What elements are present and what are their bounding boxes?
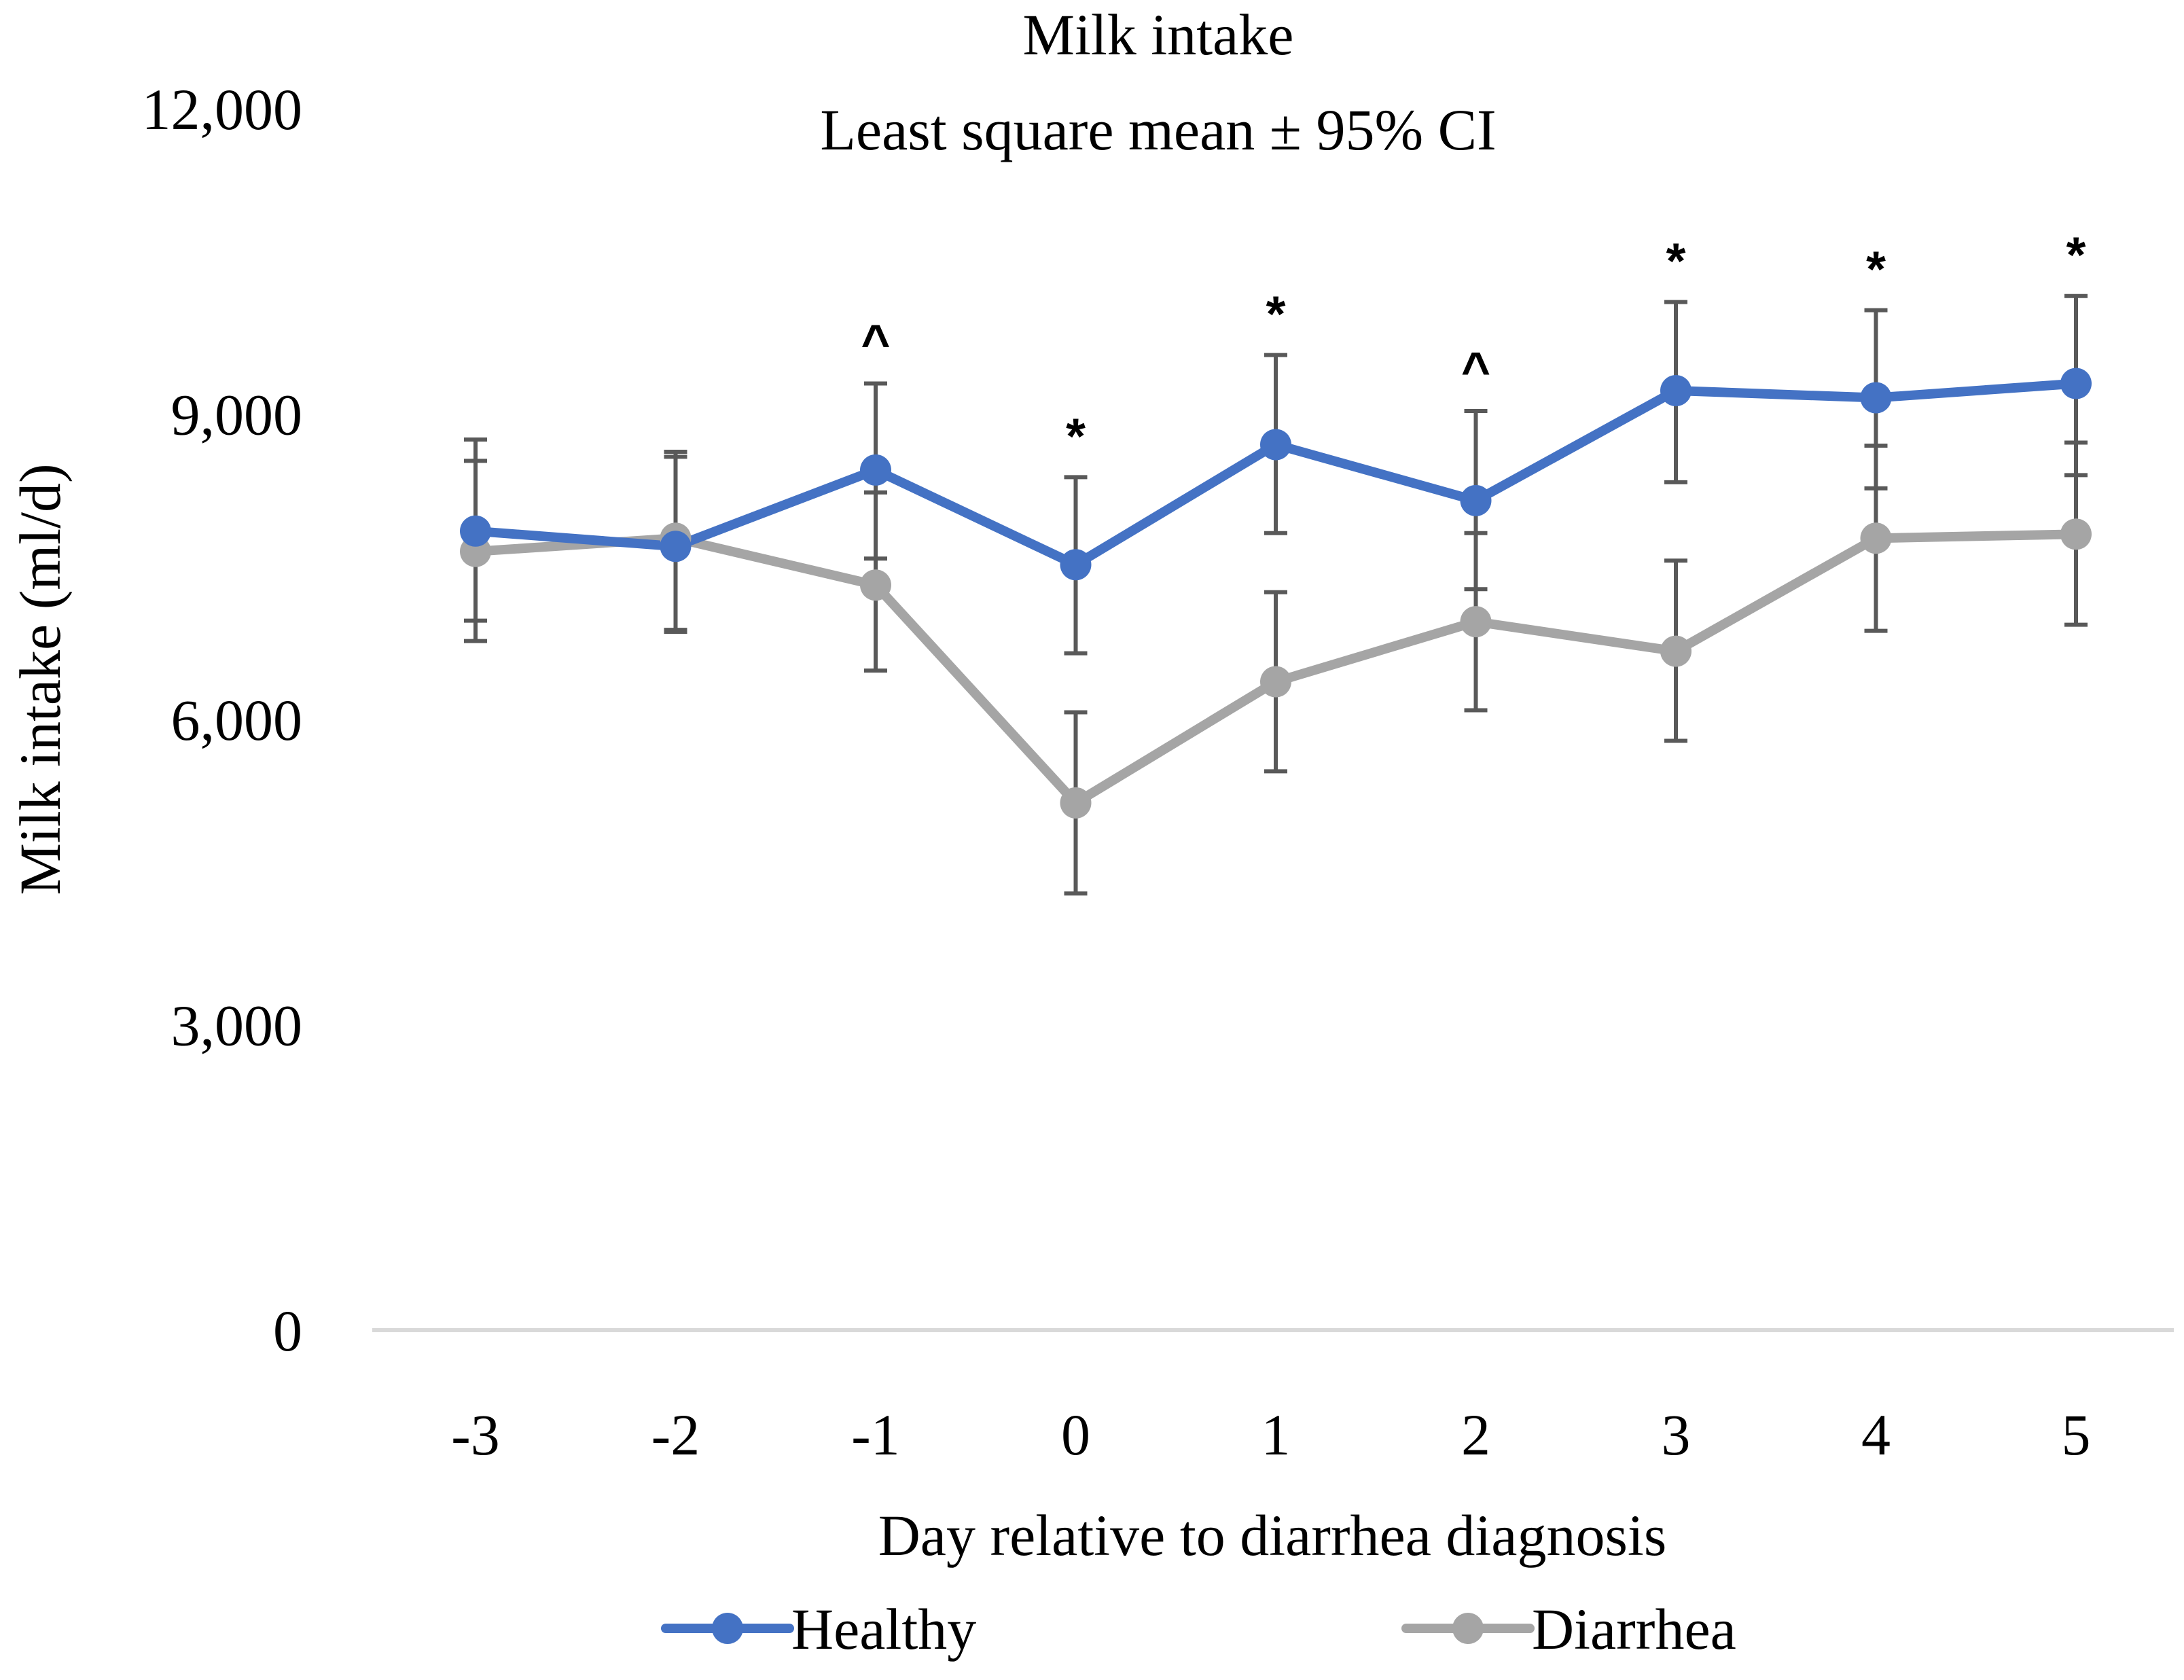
x-tick-label: 1 <box>1261 1402 1291 1467</box>
x-tick-label: -1 <box>851 1402 900 1467</box>
legend-label-diarrhea: Diarrhea <box>1532 1596 1736 1662</box>
x-tick-label: -2 <box>651 1402 700 1467</box>
y-tick-label: 3,000 <box>171 993 303 1058</box>
significance-marker: ^ <box>1461 342 1490 398</box>
series-markers <box>460 368 2092 819</box>
legend-label-healthy: Healthy <box>791 1596 976 1662</box>
data-point-healthy <box>1660 375 1691 407</box>
data-point-healthy <box>460 515 491 547</box>
data-point-diarrhea <box>860 569 891 601</box>
data-point-diarrhea <box>1260 666 1291 698</box>
significance-annotations: ^ * * ^ * * * <box>861 227 2085 465</box>
chart-title: Milk intake <box>1023 2 1294 67</box>
data-point-diarrhea <box>1060 787 1092 819</box>
data-point-diarrhea <box>1660 635 1691 667</box>
y-tick-labels: 0 3,000 6,000 9,000 12,000 <box>142 77 303 1363</box>
data-point-healthy <box>1260 429 1291 461</box>
data-point-healthy <box>860 454 891 486</box>
data-point-diarrhea <box>2060 518 2092 550</box>
significance-marker: * <box>1866 241 1886 298</box>
data-point-healthy <box>1060 549 1092 581</box>
legend-marker-diarrhea <box>1452 1613 1484 1644</box>
x-tick-label: -3 <box>451 1402 500 1467</box>
significance-marker: * <box>1066 408 1086 464</box>
data-point-healthy <box>2060 368 2092 399</box>
chart-subtitle: Least square mean ± 95% CI <box>820 97 1496 162</box>
data-point-diarrhea <box>1460 606 1492 638</box>
significance-marker: * <box>1266 286 1286 342</box>
y-axis-label: Milk intake (ml/d) <box>7 463 73 895</box>
x-tick-label: 3 <box>1662 1402 1691 1467</box>
legend-item-diarrhea: Diarrhea <box>1401 1596 1736 1662</box>
significance-marker: ^ <box>861 315 890 371</box>
data-point-diarrhea <box>1860 522 1892 554</box>
x-tick-label: 2 <box>1461 1402 1490 1467</box>
x-tick-label: 5 <box>2062 1402 2091 1467</box>
y-tick-label: 9,000 <box>171 382 303 448</box>
error-bars <box>464 293 2088 896</box>
x-axis-label: Day relative to diarrhea diagnosis <box>878 1503 1667 1568</box>
legend: Healthy Diarrhea <box>661 1596 1736 1662</box>
legend-marker-healthy <box>712 1613 743 1644</box>
x-tick-labels: -3 -2 -1 0 1 2 3 4 5 <box>451 1402 2090 1467</box>
x-tick-label: 4 <box>1861 1402 1891 1467</box>
y-tick-label: 12,000 <box>142 77 303 142</box>
data-point-healthy <box>1860 382 1892 414</box>
data-point-healthy <box>660 531 692 562</box>
y-tick-label: 6,000 <box>171 687 303 753</box>
y-tick-label: 0 <box>273 1298 302 1363</box>
significance-marker: * <box>2066 227 2086 283</box>
legend-item-healthy: Healthy <box>661 1596 976 1662</box>
significance-marker: * <box>1666 233 1686 289</box>
data-point-healthy <box>1460 484 1492 516</box>
x-tick-label: 0 <box>1061 1402 1090 1467</box>
